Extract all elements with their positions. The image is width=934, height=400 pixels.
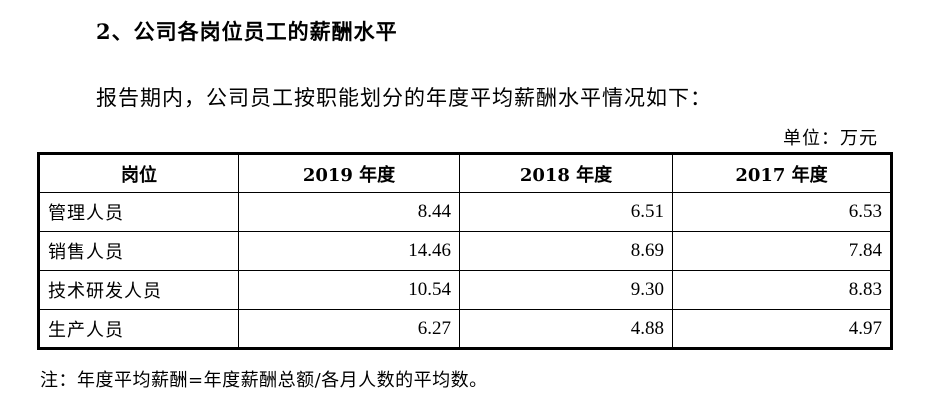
value-2017: 4.97 [672, 309, 892, 349]
table-footnote: 注：年度平均薪酬=年度薪酬总额/各月人数的平均数。 [40, 370, 488, 391]
table-row: 技术研发人员 10.54 9.30 8.83 [38, 270, 892, 310]
row-label: 销售人员 [38, 231, 239, 271]
value-2018: 6.51 [459, 192, 673, 232]
value-2019: 10.54 [238, 270, 460, 310]
column-header-position: 岗位 [38, 153, 239, 193]
value-2018: 8.69 [459, 231, 673, 271]
value-2017: 8.83 [672, 270, 892, 310]
value-2019: 6.27 [238, 309, 460, 349]
table-header-row: 岗位 2019 年度 2018 年度 2017 年度 [38, 153, 892, 193]
table-row: 管理人员 8.44 6.51 6.53 [38, 192, 892, 232]
salary-table: 岗位 2019 年度 2018 年度 2017 年度 管理人员 8.44 6.5… [37, 152, 893, 350]
row-label: 生产人员 [38, 309, 239, 349]
column-header-2018: 2018 年度 [459, 153, 673, 193]
value-2018: 9.30 [459, 270, 673, 310]
column-header-2019: 2019 年度 [238, 153, 460, 193]
value-2018: 4.88 [459, 309, 673, 349]
column-header-2017: 2017 年度 [672, 153, 892, 193]
table-row: 销售人员 14.46 8.69 7.84 [38, 231, 892, 271]
section-heading: 2、公司各岗位员工的薪酬水平 [96, 19, 398, 44]
unit-label: 单位：万元 [783, 128, 878, 149]
value-2019: 14.46 [238, 231, 460, 271]
value-2017: 6.53 [672, 192, 892, 232]
value-2017: 7.84 [672, 231, 892, 271]
row-label: 管理人员 [38, 192, 239, 232]
table-row: 生产人员 6.27 4.88 4.97 [38, 309, 892, 349]
value-2019: 8.44 [238, 192, 460, 232]
intro-paragraph: 报告期内，公司员工按职能划分的年度平均薪酬水平情况如下： [96, 86, 712, 110]
row-label: 技术研发人员 [38, 270, 239, 310]
